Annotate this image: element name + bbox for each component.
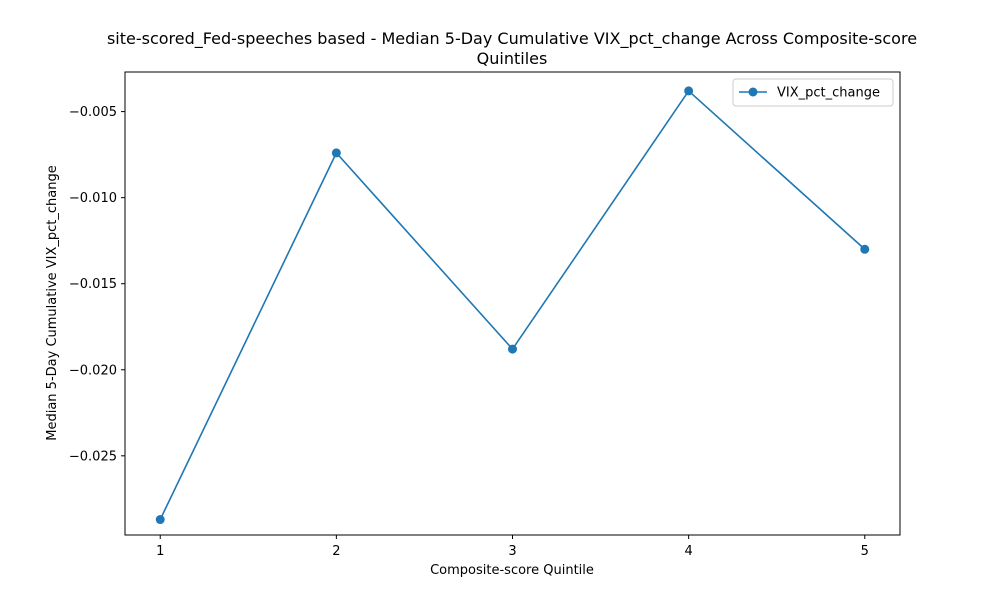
y-tick-label: −0.010: [69, 191, 117, 206]
legend: VIX_pct_change: [732, 78, 894, 107]
y-tick-label: −0.015: [69, 277, 117, 292]
data-point: [155, 515, 165, 525]
x-tick-label: 5: [861, 544, 869, 559]
y-tick-label: −0.025: [69, 449, 117, 464]
legend-box: [732, 78, 894, 107]
data-point: [331, 148, 341, 158]
x-tick-label: 4: [684, 544, 692, 559]
x-tick-label: 3: [508, 544, 516, 559]
y-tick-label: −0.005: [69, 105, 117, 120]
data-point: [860, 244, 870, 254]
y-tick-label: −0.020: [69, 363, 117, 378]
x-axis-label: Composite-score Quintile: [430, 563, 594, 578]
x-tick-label: 2: [332, 544, 340, 559]
plot-frame: [124, 71, 901, 536]
plot-area: 1 2 3 4 5 −0.005 −0.010 −0.015 −0.020 −0.025: [69, 86, 870, 559]
chart-title-line2: Quintiles: [477, 49, 548, 68]
x-tick-label: 1: [156, 544, 164, 559]
y-axis-label: Median 5-Day Cumulative VIX_pct_change: [45, 165, 60, 440]
chart-title-line1: site-scored_Fed-speeches based - Median …: [107, 29, 917, 49]
data-point: [684, 86, 694, 96]
legend-marker-swatch: [748, 87, 758, 97]
data-point: [508, 344, 517, 354]
series-line-VIX_pct_change: [159, 90, 866, 520]
legend-label: VIX_pct_change: [777, 86, 880, 101]
